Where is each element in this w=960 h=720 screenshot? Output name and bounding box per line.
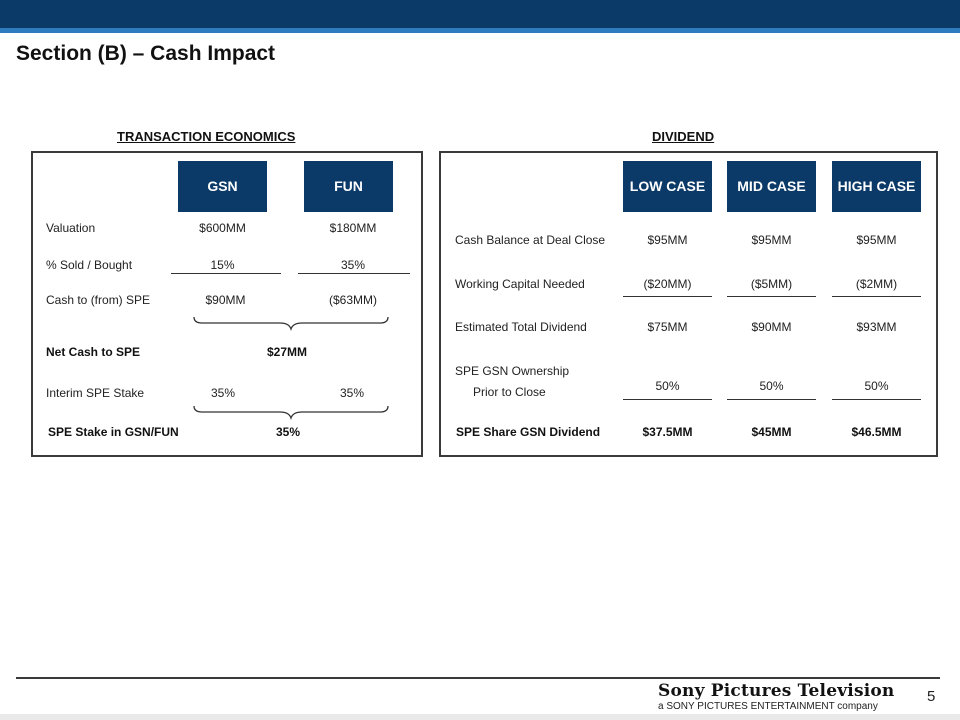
working-capital-mid: ($5MM): [750, 277, 793, 291]
working-capital-low-underline: [623, 296, 712, 297]
valuation-label: Valuation: [46, 221, 96, 235]
share-dividend-label: SPE Share GSN Dividend: [456, 425, 601, 439]
mid-case-header: MID CASE: [727, 161, 816, 212]
working-capital-mid-underline: [727, 296, 816, 297]
gsn-header: GSN: [178, 161, 267, 212]
sold-bought-gsn: 15%: [210, 258, 235, 272]
total-dividend-mid: $90MM: [751, 320, 792, 334]
fun-header: FUN: [304, 161, 393, 212]
stake-brace: [193, 405, 389, 420]
transaction-economics-heading: TRANSACTION ECONOMICS: [117, 129, 296, 144]
footer-divider: [16, 677, 940, 679]
sold-bought-label: % Sold / Bought: [46, 258, 133, 272]
ownership-low: 50%: [655, 379, 680, 393]
sold-bought-fun: 35%: [340, 258, 366, 272]
valuation-fun: $180MM: [329, 221, 377, 235]
high-case-header: HIGH CASE: [832, 161, 921, 212]
bottom-band: [0, 714, 960, 720]
total-dividend-high: $93MM: [856, 320, 897, 334]
logo-tagline: a SONY PICTURES ENTERTAINMENT company: [658, 701, 878, 712]
cash-balance-low: $95MM: [647, 233, 688, 247]
transaction-economics-panel: [31, 151, 423, 457]
cash-balance-label: Cash Balance at Deal Close: [455, 233, 606, 247]
page-number: 5: [927, 688, 936, 705]
working-capital-label: Working Capital Needed: [455, 277, 585, 291]
ownership-high: 50%: [864, 379, 889, 393]
dividend-heading: DIVIDEND: [652, 129, 715, 144]
share-dividend-low: $37.5MM: [642, 425, 693, 439]
net-cash-brace: [193, 316, 389, 331]
total-dividend-label: Estimated Total Dividend: [455, 320, 587, 334]
ownership-mid: 50%: [759, 379, 784, 393]
dividend-panel: [439, 151, 938, 457]
sold-gsn-underline: [171, 273, 281, 274]
cash-balance-mid: $95MM: [751, 233, 792, 247]
spe-stake-value: 35%: [276, 425, 301, 439]
ownership-label-line1: SPE GSN Ownership: [455, 364, 570, 378]
interim-stake-fun: 35%: [340, 386, 365, 400]
net-cash-value: $27MM: [267, 345, 308, 359]
ownership-label-line2: Prior to Close: [473, 385, 546, 399]
interim-stake-label: Interim SPE Stake: [46, 386, 145, 400]
sold-fun-underline: [298, 273, 410, 274]
cash-to-spe-label: Cash to (from) SPE: [46, 293, 151, 307]
working-capital-low: ($20MM): [643, 277, 692, 291]
interim-stake-gsn: 35%: [211, 386, 236, 400]
header-stripe: [0, 28, 960, 33]
page-title: Section (B) – Cash Impact: [16, 42, 276, 65]
cash-to-spe-gsn: $90MM: [205, 293, 246, 307]
header-bar: [0, 0, 960, 28]
net-cash-label: Net Cash to SPE: [46, 345, 141, 359]
ownership-mid-underline: [727, 399, 816, 400]
ownership-low-underline: [623, 399, 712, 400]
share-dividend-high: $46.5MM: [851, 425, 902, 439]
total-dividend-low: $75MM: [647, 320, 688, 334]
share-dividend-mid: $45MM: [751, 425, 792, 439]
cash-to-spe-fun: ($63MM): [328, 293, 377, 307]
working-capital-high: ($2MM): [855, 277, 898, 291]
valuation-gsn: $600MM: [199, 221, 246, 235]
cash-balance-high: $95MM: [856, 233, 897, 247]
working-capital-high-underline: [832, 296, 921, 297]
spe-stake-label: SPE Stake in GSN/FUN: [48, 425, 179, 439]
low-case-header: LOW CASE: [623, 161, 712, 212]
ownership-high-underline: [832, 399, 921, 400]
sony-pictures-television-logo: Sony Pictures Television: [658, 681, 895, 701]
